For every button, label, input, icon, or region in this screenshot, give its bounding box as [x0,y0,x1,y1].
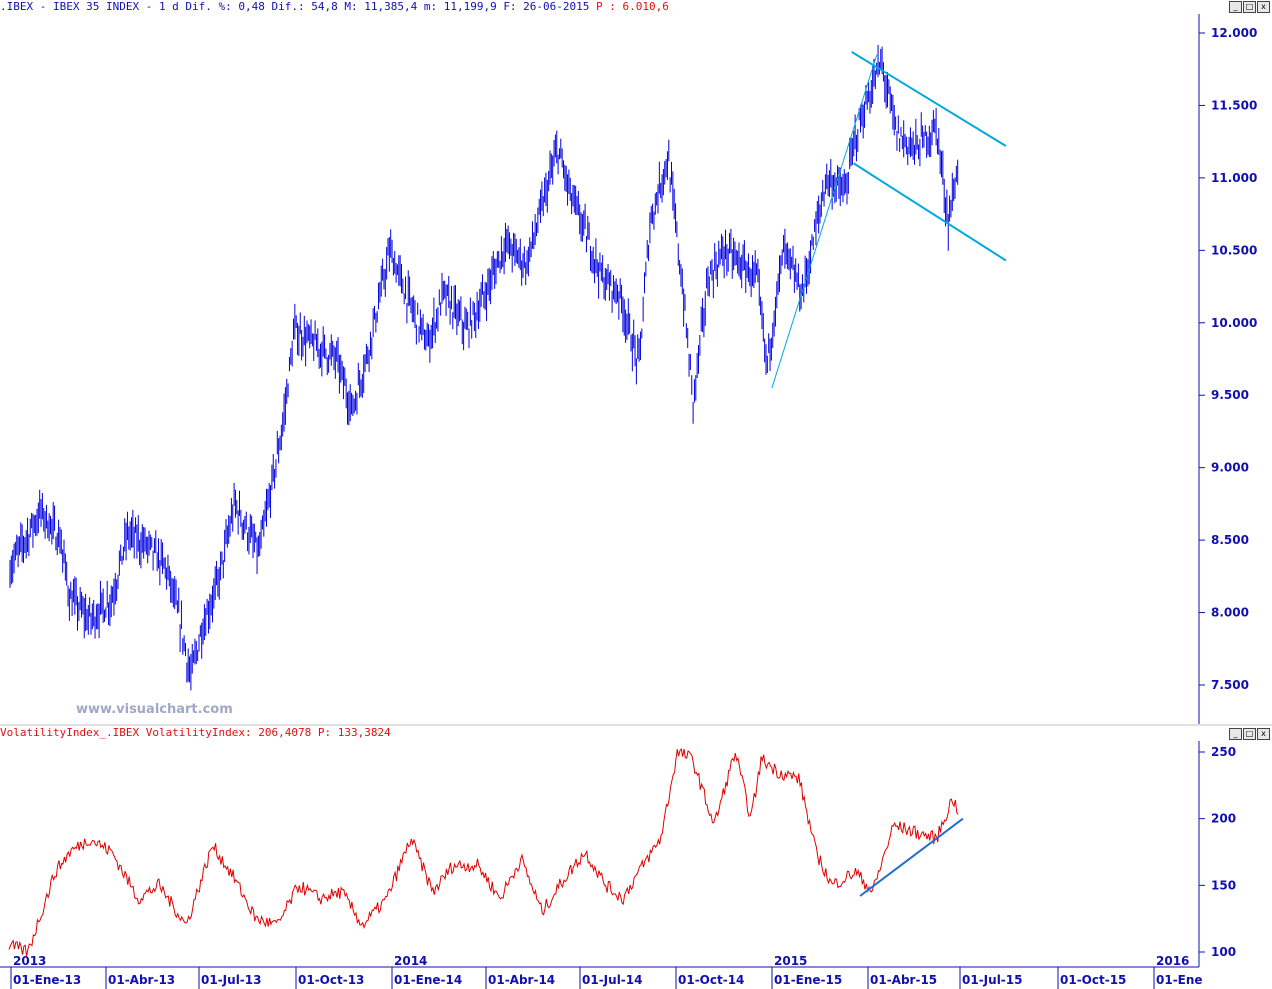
maximize-icon[interactable]: □ [1243,1,1256,13]
price-y-tick-label: 10.500 [1211,243,1257,257]
x-tick-label: 01-Ene-15 [774,973,842,987]
x-tick-label: 01-Oct-14 [678,973,744,987]
minimize-icon[interactable]: _ [1229,728,1242,740]
price-y-tick-label: 8.500 [1211,533,1249,547]
x-tick-label: 01-Oct-13 [298,973,364,987]
price-panel-header: .IBEX - IBEX 35 INDEX - 1 d Dif. %: 0,48… [0,0,1199,14]
volatility-window-buttons: _ □ x [1229,728,1270,740]
visualchart-watermark: www.visualchart.com [76,702,233,717]
year-label: 2013 [13,954,46,968]
price-window-buttons: _ □ x [1229,1,1270,13]
x-tick-label: 01-Abr-15 [870,973,937,987]
volatility-y-tick-label: 200 [1211,812,1236,826]
x-tick-label: 01-Oct-15 [1060,973,1126,987]
x-tick-label: 01-Ene [1156,973,1203,987]
year-label: 2016 [1156,954,1189,968]
price-header-text: .IBEX - IBEX 35 INDEX - 1 d Dif. %: 0,48… [0,0,590,13]
close-icon[interactable]: x [1257,1,1270,13]
year-label: 2015 [774,954,807,968]
x-tick-label: 01-Ene-13 [13,973,81,987]
close-icon[interactable]: x [1257,728,1270,740]
price-y-tick-label: 9.000 [1211,461,1249,475]
x-tick-label: 01-Jul-15 [962,973,1022,987]
price-y-tick-label: 8.000 [1211,606,1249,620]
channel-lower-line [853,162,1007,262]
volatility-y-tick-label: 100 [1211,945,1236,959]
price-uptrend-line [771,54,878,389]
x-tick-label: 01-Jul-14 [582,973,642,987]
x-tick-label: 01-Jul-13 [201,973,261,987]
price-y-tick-label: 9.500 [1211,388,1249,402]
price-y-tick-label: 11.500 [1211,98,1257,112]
price-y-tick-label: 10.000 [1211,316,1257,330]
volatility-y-tick-label: 250 [1211,745,1236,759]
x-tick-label: 01-Abr-14 [488,973,555,987]
channel-upper-line [851,50,1007,147]
maximize-icon[interactable]: □ [1243,728,1256,740]
minimize-icon[interactable]: _ [1229,1,1242,13]
year-label: 2014 [394,954,427,968]
price-y-tick-label: 12.000 [1211,26,1257,40]
x-tick-label: 01-Ene-14 [394,973,462,987]
volatility-line [8,748,959,957]
price-y-tick-label: 7.500 [1211,678,1249,692]
price-y-tick-label: 11.000 [1211,171,1257,185]
volatility-y-tick-label: 150 [1211,878,1236,892]
volatility-header-text: VolatilityIndex_.IBEX VolatilityIndex: 2… [0,726,391,739]
volatility-support-line [859,817,964,897]
volatility-panel-header: VolatilityIndex_.IBEX VolatilityIndex: 2… [0,726,1199,740]
x-tick-label: 01-Abr-13 [108,973,175,987]
price-header-p-value: P : 6.010,6 [596,0,669,13]
